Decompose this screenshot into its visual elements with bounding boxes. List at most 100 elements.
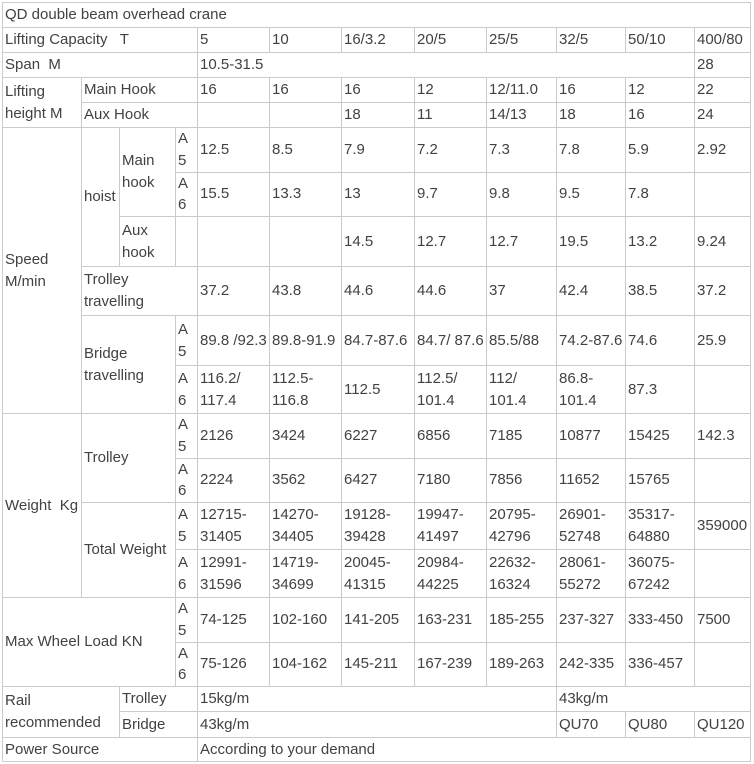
bridge-a6-value: 86.8- 101.4 [556,365,626,414]
trolley-travelling-value: 43.8 [269,266,342,316]
hoist-aux-value: 12.7 [414,216,487,267]
weight-trolley-a5-value: 10877 [556,413,626,459]
max-wheel-a6-value: 167-239 [414,641,487,687]
bridge-a6-value: 112.5/ 101.4 [414,365,487,414]
hoist-aux-value: 13.2 [625,216,695,267]
label-bridge-travelling: Bridge travelling [81,315,176,414]
aux-hook-height-value: 14/13 [486,102,557,128]
total-weight-a5-value: 12715- 31405 [197,502,270,550]
capacity-value: 5 [197,27,270,53]
label-hoist-main-hook: Main hook [119,127,176,217]
hoist-main-a6-value: 9.5 [556,171,626,217]
max-wheel-a6-value: 189-263 [486,641,557,687]
speed-hoist-main-a6-row: A6 15.5 13.3 13 9.7 9.8 9.5 7.8 [3,171,752,217]
hoist-main-a6-value: 15.5 [197,171,270,217]
hoist-main-a5-value: 8.5 [269,127,342,173]
lifting-height-main-hook-row: Lifting height M Main Hook 16 16 16 12 1… [2,77,752,128]
main-hook-height-value: 16 [556,77,626,103]
trolley-travelling-value: 37.2 [197,266,270,316]
total-weight-a6-value: 22632- 16324 [486,549,557,598]
rating-a5: A5 [175,315,198,366]
span-value: 28 [693,52,752,78]
weight-trolley-a5-value: 15425 [625,413,695,459]
rating-a5: A5 [175,597,198,643]
hoist-main-a6-value: 9.8 [486,171,557,217]
rating-a5: A5 [175,127,198,173]
weight-trolley-a5-row: Weight Kg Trolley A5 2126 3424 6227 6856… [2,413,752,598]
bridge-a6-value: 112.5- 116.8 [269,365,342,414]
max-wheel-a5-value: 102-160 [269,597,342,643]
hoist-main-a5-value: 7.8 [556,127,626,173]
label-total-weight: Total Weight [81,502,176,598]
weight-trolley-a6-value: 7856 [486,457,557,503]
hoist-main-a5-value: 7.9 [341,127,415,173]
max-wheel-a5-value: 163-231 [414,597,487,643]
hoist-main-a5-value: 5.9 [625,127,695,173]
total-weight-a6-value [693,549,752,598]
rating-a6: A6 [175,549,198,598]
weight-trolley-a5-value: 6227 [341,413,415,459]
weight-trolley-a6-row: A6 2224 3562 6427 7180 7856 11652 15765 [3,457,752,503]
rating-a5: A5 [175,502,198,550]
label-aux-hook: Aux Hook [81,102,198,128]
max-wheel-a5-row: Max Wheel Load KN A5 74-125 102-160 141-… [2,597,752,687]
trolley-travelling-value: 42.4 [556,266,626,316]
capacity-value: 32/5 [556,27,626,53]
total-weight-a6-value: 36075- 67242 [625,549,695,598]
power-source-value: According to your demand [196,737,752,762]
weight-trolley-a6-value [693,457,752,503]
table-title: QD double beam overhead crane [1,2,752,28]
weight-trolley-a5-value: 6856 [414,413,487,459]
total-weight-a5-value: 20795- 42796 [486,502,557,550]
total-weight-a5-value: 19128- 39428 [341,502,415,550]
total-weight-a6-value: 14719- 34699 [269,549,342,598]
trolley-travelling-value: 37 [486,266,557,316]
label-lifting-height: Lifting height M [2,77,82,128]
max-wheel-a6-value: 145-211 [341,641,415,687]
max-wheel-a5-value: 185-255 [486,597,557,643]
bridge-a6-value [693,365,752,414]
rail-bridge-left-value: 43kg/m [197,711,557,738]
capacity-row: Lifting Capacity T 5 10 16/3.2 20/5 25/5… [2,27,752,53]
rail-trolley-row: Rail recommended Trolley 15kg/m 43kg/m [2,686,752,738]
main-hook-height-value: 16 [197,77,270,103]
total-weight-a5-row: Total Weight A5 12715- 31405 14270- 3440… [3,502,752,598]
hoist-main-a6-value: 13.3 [269,171,342,217]
trolley-travelling-row: Trolley travelling 37.2 43.8 44.6 44.6 3… [3,266,752,316]
title-row: QD double beam overhead crane [1,2,752,28]
aux-hook-height-value: 11 [414,102,487,128]
rating-a6: A6 [175,171,198,217]
rating-a5: A5 [175,413,198,459]
hoist-aux-value: 12.7 [486,216,557,267]
bridge-a6-value: 87.3 [625,365,695,414]
label-span: Span M [2,52,198,78]
label-weight-trolley: Trolley [81,413,176,503]
capacity-value: 50/10 [625,27,695,53]
bridge-a5-value: 74.2-87.6 [556,315,626,366]
aux-hook-height-value: 18 [341,102,415,128]
bridge-a5-value: 84.7-87.6 [341,315,415,366]
hoist-main-a6-value: 9.7 [414,171,487,217]
hoist-aux-value [197,216,270,267]
aux-hook-height-value: 18 [556,102,626,128]
bridge-a5-value: 25.9 [693,315,752,366]
speed-hoist-main-a5-row: Speed M/min hoist Main hook A5 12.5 8.5 … [2,127,752,414]
label-trolley-travelling: Trolley travelling [81,266,198,316]
aux-hook-height-value: 24 [693,102,752,128]
aux-hook-height-value: 16 [625,102,695,128]
trolley-travelling-value: 37.2 [693,266,752,316]
label-max-wheel-load: Max Wheel Load KN [2,597,176,687]
hoist-aux-value: 14.5 [341,216,415,267]
label-hoist-aux-hook: Aux hook [119,216,176,267]
rail-bridge-qu-value: QU70 [556,711,626,738]
aux-hook-height-value [269,102,342,128]
rating-a6: A6 [175,365,198,414]
max-wheel-a5-value: 141-205 [341,597,415,643]
main-hook-height-value: 16 [341,77,415,103]
hoist-main-a6-value: 13 [341,171,415,217]
bridge-a5-value: 74.6 [625,315,695,366]
total-weight-a5-value: 19947- 41497 [414,502,487,550]
bridge-a6-value: 116.2/ 117.4 [197,365,270,414]
rail-trolley-right-value: 43kg/m [555,686,752,712]
rail-trolley-left-value: 15kg/m [197,686,557,712]
